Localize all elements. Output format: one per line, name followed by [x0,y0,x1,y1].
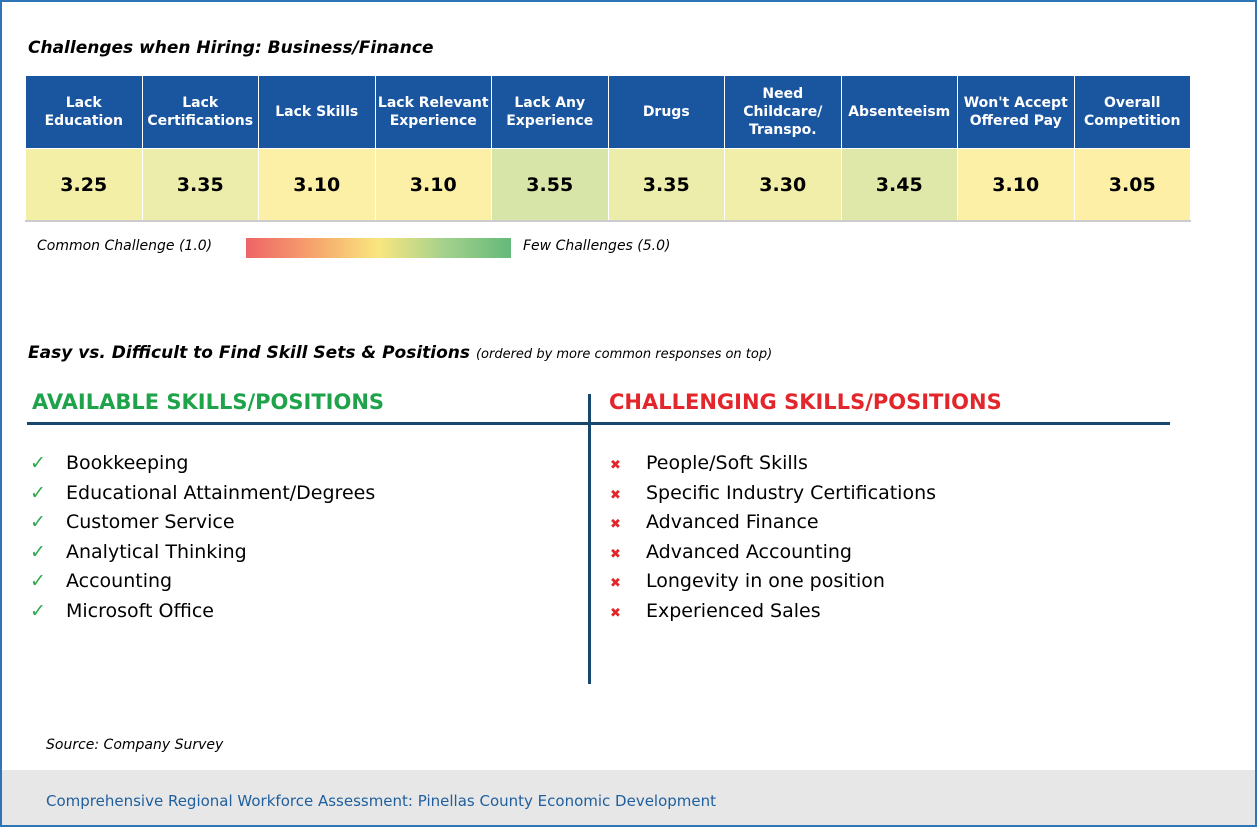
section-title: Easy vs. Difficult to Find Skill Sets & … [28,343,772,363]
bullet-icon: ✖ [610,458,621,473]
header-line: Certifications [147,113,254,129]
divider-vertical [588,394,591,684]
bullet-icon: ✓ [30,452,46,474]
header-line: Lack Skills [275,104,359,120]
list-item: ✓ Accounting [30,567,375,597]
bullet-icon: ✓ [30,481,46,504]
header-cell: Lack Any Experience [491,75,609,149]
bullet-icon: ✖ [610,576,621,591]
value-cell: 3.35 [607,148,725,222]
item-text: Microsoft Office [66,599,214,622]
header-line: Lack [182,95,219,111]
list-item: ✓ Analytical Thinking [30,538,375,568]
item-text: Bookkeeping [66,452,189,474]
header-row: Lack Education Lack Certifications Lack Skil… [25,75,1191,149]
value-cell: 3.35 [141,148,259,222]
bullet-icon: ✖ [610,605,621,621]
section-note: (ordered by more common responses on top… [475,347,773,362]
header-line: Offered Pay [969,113,1062,129]
list-item: ✓ Microsoft Office [30,597,375,627]
item-text: Specific Industry Certifications [646,481,937,504]
value-cell: 3.45 [840,148,958,222]
challenging-heading: CHALLENGING SKILLS/POSITIONS [609,390,1002,414]
bullet-icon: ✓ [30,540,46,563]
header-cell: Won't Accept Offered Pay [957,75,1075,149]
item-text: Educational Attainment/Degrees [66,481,376,504]
list-item: ✓ Educational Attainment/Degrees [30,479,375,509]
value-cell: 3.30 [724,148,842,222]
header-cell: Absenteeism [840,75,958,149]
header-line: Experience [389,113,477,129]
item-text: Experienced Sales [646,599,821,622]
header-line: Experience [506,113,594,129]
challenging-list: ✖ People/Soft Skills ✖ Specific Industry Ce… [610,449,936,626]
value-cell: 3.05 [1073,148,1191,222]
section-title-text: Easy vs. Difficult to Find Skill Sets & … [28,343,471,363]
header-line: Drugs [642,104,690,120]
value-cell: 3.10 [374,148,492,222]
header-line: Overall [1104,95,1161,111]
item-text: Advanced Finance [646,511,819,533]
title: Challenges when Hiring: Business/Finance [28,38,434,58]
item-text: People/Soft Skills [646,452,808,474]
bullet-icon: ✓ [30,570,46,592]
header-line: Childcare/ [743,104,823,120]
header-cell: Lack Certifications [141,75,259,149]
list-item: ✓ Bookkeeping [30,449,375,479]
available-heading: AVAILABLE SKILLS/POSITIONS [32,390,385,414]
item-text: Advanced Accounting [646,540,852,563]
item-text: Customer Service [66,511,235,533]
item-text: Longevity in one position [646,570,885,592]
bullet-icon: ✖ [610,487,621,503]
value-cell: 3.55 [491,148,609,222]
list-item: ✖ Longevity in one position [610,567,936,597]
header-line: Competition [1083,113,1181,129]
value-row: 3.25 3.35 3.10 3.10 3.55 3.35 3.30 3.45 3.10 3.05 [25,148,1191,222]
bullet-icon: ✖ [610,517,621,532]
list-item: ✖ People/Soft Skills [610,449,936,479]
list-item: ✖ Specific Industry Certifications [610,479,936,509]
header-line: Transpo. [748,122,817,138]
footer: Comprehensive Regional Workforce Assessm… [2,770,1255,825]
header-cell: Need Childcare/Transpo. [724,75,842,149]
legend-high: Few Challenges (5.0) [523,238,671,254]
legend-gradient [246,238,511,258]
header-line: Need [762,86,804,102]
list-item: ✖ Experienced Sales [610,597,936,627]
header-line: Won't Accept [963,95,1068,111]
item-text: Accounting [66,570,173,592]
bullet-icon: ✓ [30,599,46,622]
list-item: ✓ Customer Service [30,508,375,538]
list-item: ✖ Advanced Finance [610,508,936,538]
list-item: ✖ Advanced Accounting [610,538,936,568]
source: Source: Company Survey [46,737,224,753]
header-cell: Lack Education [25,75,143,149]
header-cell: Overall Competition [1073,75,1191,149]
item-text: Analytical Thinking [66,540,247,563]
bullet-icon: ✖ [610,546,621,562]
legend-low: Common Challenge (1.0) [37,238,213,254]
divider-horizontal [27,422,1170,425]
header-line: Absenteeism [848,104,951,120]
header-cell: Lack Relevant Experience [374,75,492,149]
bullet-icon: ✓ [30,511,46,533]
header-cell: Drugs [607,75,725,149]
value-cell: 3.25 [25,148,143,222]
header-cell: Lack Skills [258,75,376,149]
header-line: Lack Relevant [377,95,489,111]
header-line: Lack Any [514,95,586,111]
value-cell: 3.10 [258,148,376,222]
footer-text: Comprehensive Regional Workforce Assessm… [46,792,717,810]
value-cell: 3.10 [957,148,1075,222]
available-list: ✓ Bookkeeping ✓ Educational Attainment/Degr… [30,449,375,626]
table: Lack Education Lack Certifications Lack Skil… [25,75,1191,222]
header-line: Education [44,113,123,129]
header-line: Lack [65,95,102,111]
